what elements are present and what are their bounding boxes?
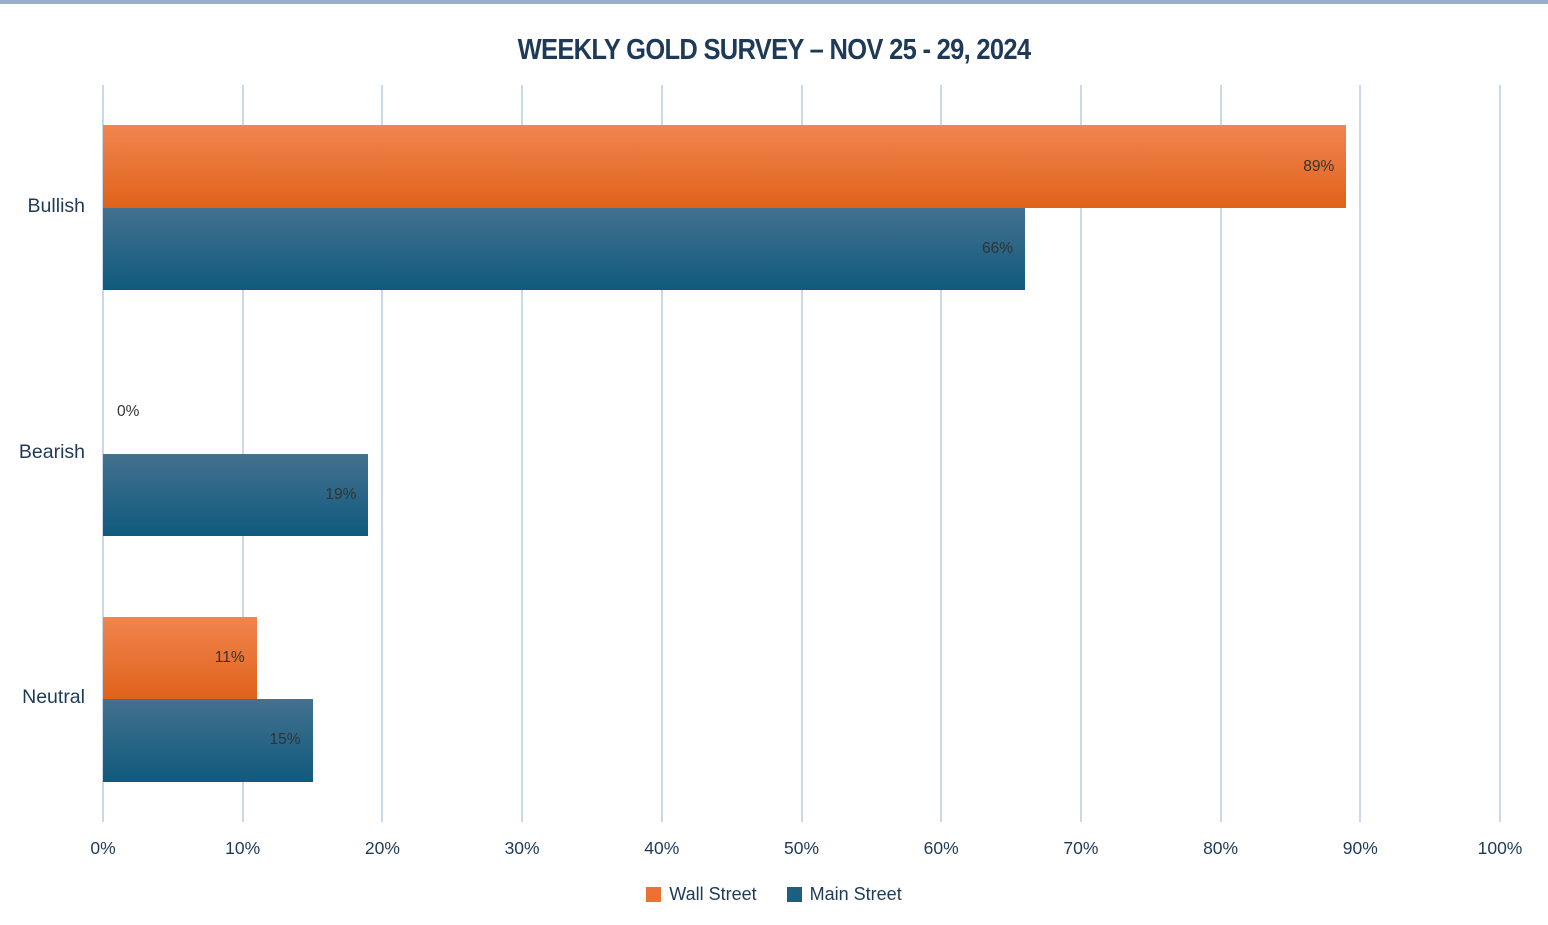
gridline bbox=[940, 85, 943, 822]
data-label: 89% bbox=[1303, 157, 1335, 175]
category-label-bullish: Bullish bbox=[27, 194, 85, 217]
bar-main-street-neutral: 15% bbox=[103, 699, 313, 782]
legend: Wall Street Main Street bbox=[0, 884, 1548, 905]
x-tick-label: 50% bbox=[783, 838, 820, 858]
bar-main-street-bullish: 66% bbox=[103, 207, 1026, 291]
category-label-neutral: Neutral bbox=[22, 686, 85, 709]
data-label: 11% bbox=[214, 648, 245, 666]
x-tick-label: 40% bbox=[644, 838, 680, 858]
legend-item-main-street: Main Street bbox=[786, 884, 902, 905]
data-label: 19% bbox=[325, 485, 357, 503]
gridline bbox=[381, 85, 384, 822]
gridline bbox=[800, 85, 803, 822]
x-tick-label: 100% bbox=[1477, 838, 1523, 858]
x-tick-label: 20% bbox=[364, 838, 400, 858]
x-tick-label: 0% bbox=[90, 838, 116, 858]
data-label: 15% bbox=[269, 731, 301, 749]
gridline bbox=[660, 85, 663, 822]
x-tick-label: 30% bbox=[504, 838, 540, 858]
bar-main-street-bearish: 19% bbox=[103, 453, 369, 536]
gridline bbox=[521, 85, 524, 822]
data-label: 66% bbox=[981, 240, 1014, 258]
x-tick-label: 90% bbox=[1342, 838, 1378, 858]
gridline bbox=[1499, 85, 1501, 822]
chart-title: WEEKLY GOLD SURVEY – NOV 25 - 29, 2024 bbox=[517, 34, 1031, 66]
gridline bbox=[1359, 85, 1362, 822]
top-border bbox=[0, 0, 1548, 4]
data-label: 0% bbox=[117, 403, 140, 421]
legend-label: Main Street bbox=[809, 884, 902, 904]
x-tick-label: 70% bbox=[1063, 838, 1099, 858]
legend-item-wall-street: Wall Street bbox=[646, 884, 757, 905]
x-tick-label: 60% bbox=[923, 838, 959, 858]
x-tick-label: 80% bbox=[1203, 838, 1239, 858]
gridline bbox=[1079, 85, 1082, 822]
category-label-bearish: Bearish bbox=[18, 440, 85, 463]
legend-swatch-wall-street bbox=[646, 887, 662, 902]
legend-label: Wall Street bbox=[669, 884, 757, 904]
gridline bbox=[1219, 85, 1222, 822]
legend-swatch-main-street bbox=[786, 887, 802, 902]
x-tick-label: 10% bbox=[225, 838, 261, 858]
bar-wall-street-bullish: 89% bbox=[103, 125, 1347, 208]
bar-wall-street-neutral: 11% bbox=[103, 616, 257, 700]
